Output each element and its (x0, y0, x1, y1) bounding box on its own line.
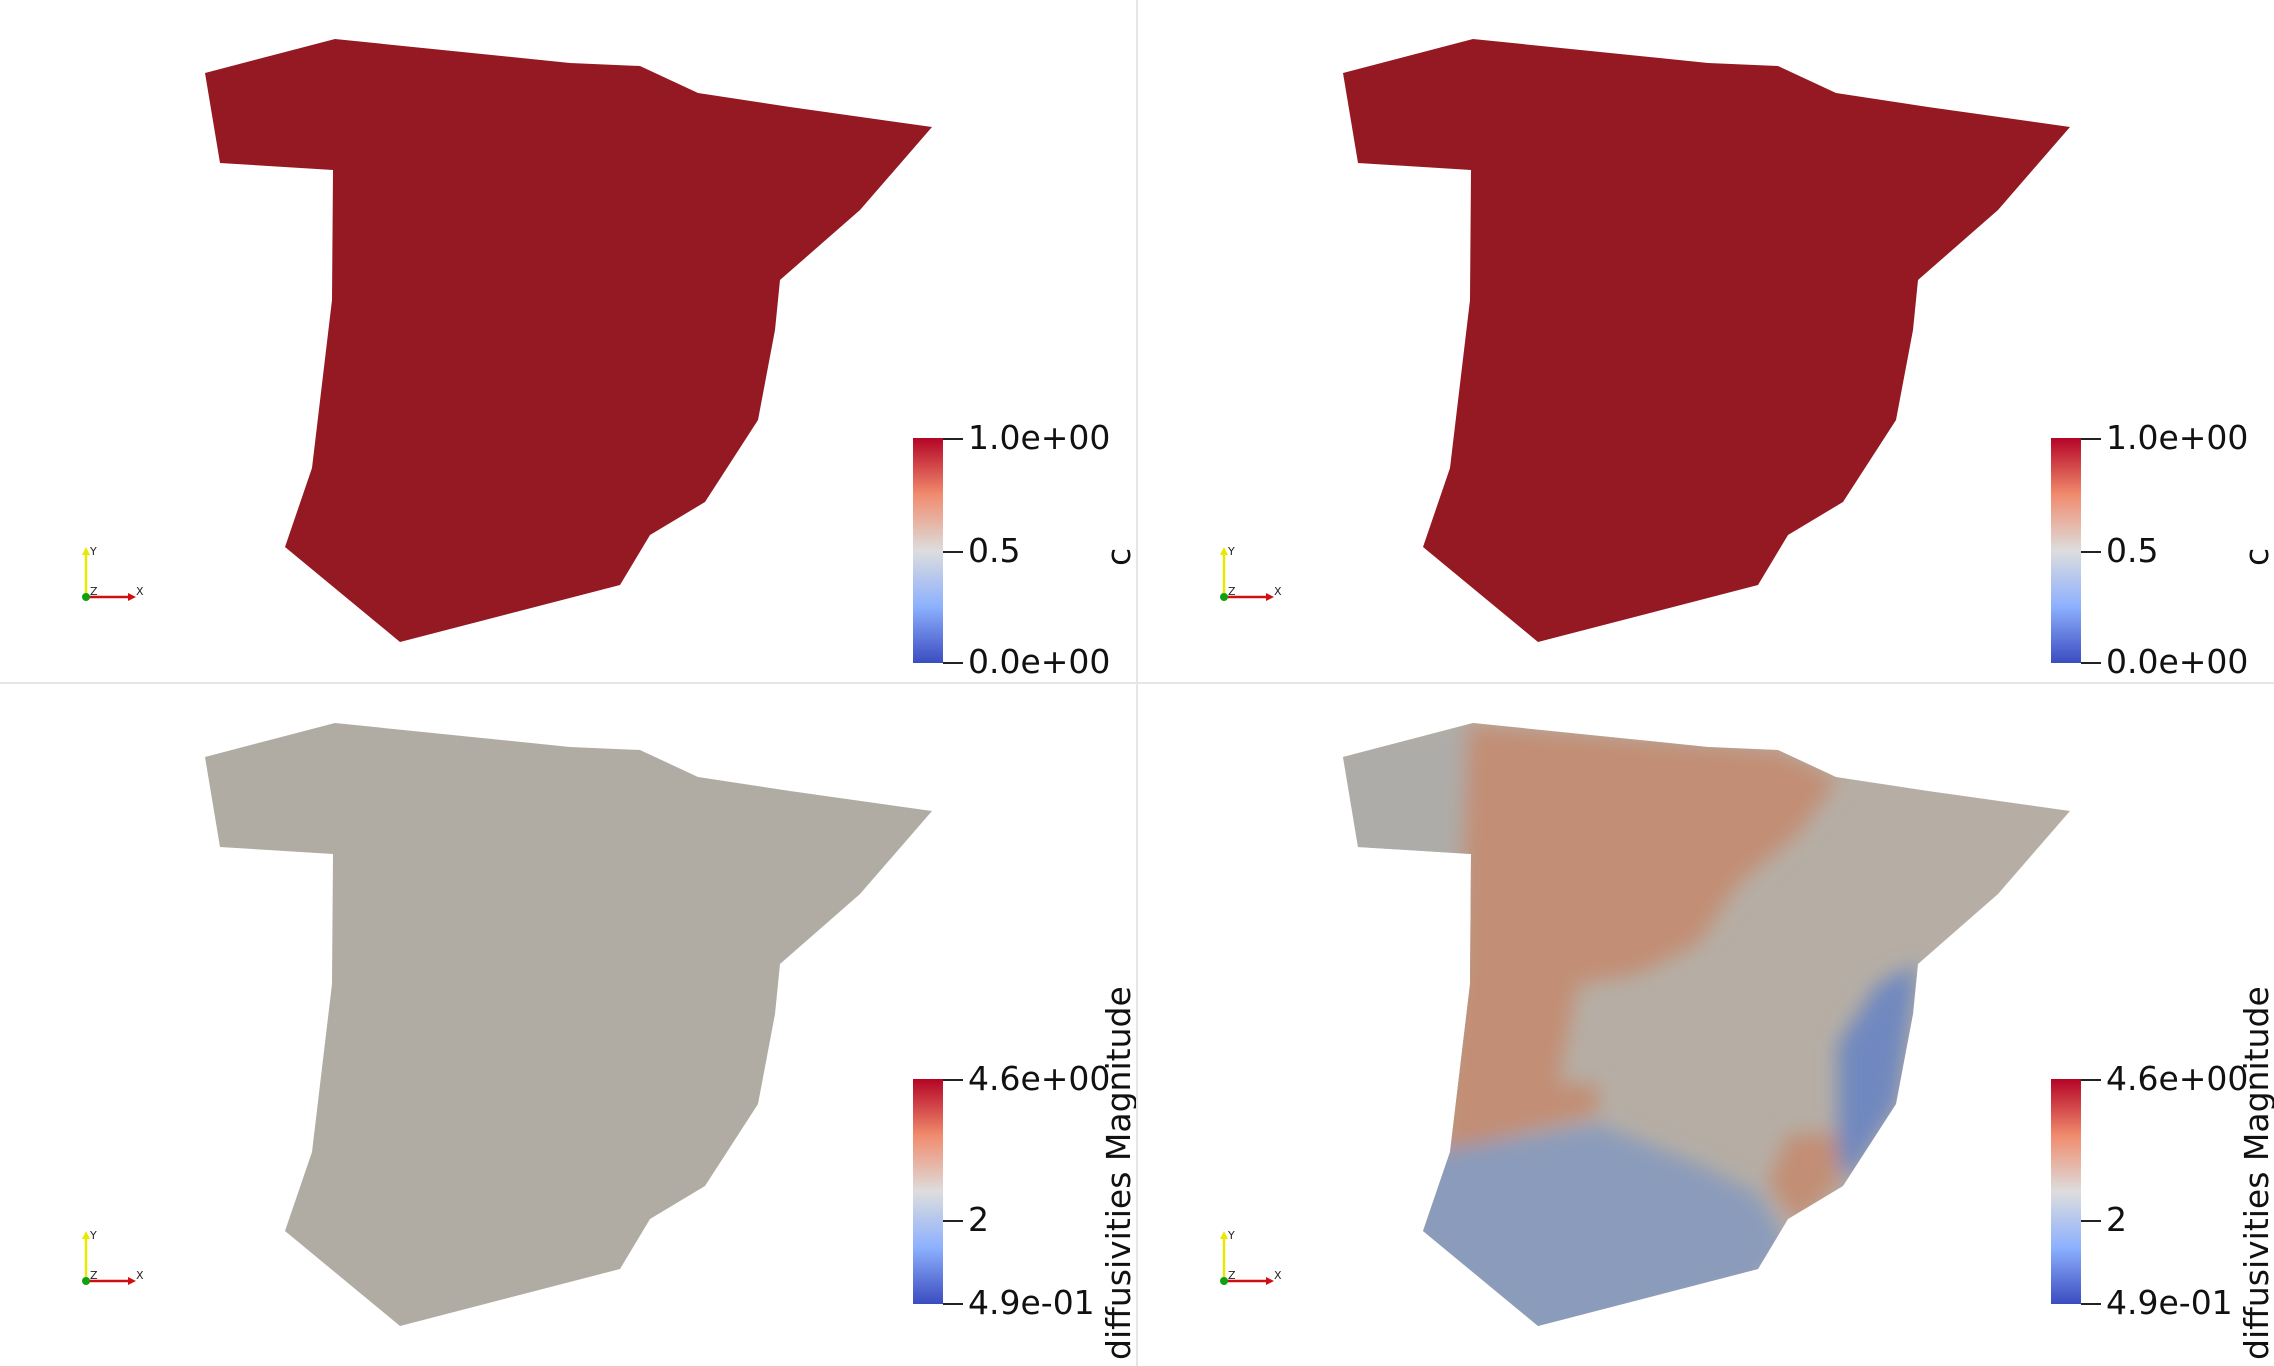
region-shape (1343, 39, 2070, 642)
axis-x-label: X (136, 585, 144, 598)
region-mid-diffusivity (1343, 724, 1468, 1154)
colorbar-max-label: 4.6e+00 (968, 1059, 1111, 1098)
render-view-bottom-right[interactable]: Y X Z 4.6e+00 2 4.9e-01 diffusivities Ma… (1138, 684, 2274, 1366)
render-view-top-left[interactable]: Y X Z 1.0e+00 0.5 0.0e+00 c (0, 0, 1136, 682)
colorbar-tick-max (2081, 438, 2101, 440)
colorbar-scale (913, 438, 943, 663)
orientation-axes: Y X Z (1210, 1229, 1290, 1299)
colorbar-min-label: 4.9e-01 (968, 1283, 1095, 1322)
colorbar-tick-max (2081, 1079, 2101, 1081)
colorbar-scale (913, 1079, 943, 1304)
colorbar-max-label: 1.0e+00 (968, 418, 1111, 457)
colorbar-scale (2051, 1079, 2081, 1304)
axis-z-label: Z (1228, 585, 1236, 598)
colorbar-tick-mid (943, 1220, 963, 1222)
colorbar-mid-label: 2 (2106, 1200, 2127, 1239)
colorbar-tick-min (2081, 1303, 2101, 1305)
axis-y-label: Y (89, 545, 97, 558)
colorbar-tick-min (943, 662, 963, 664)
axis-z-label: Z (1228, 1269, 1236, 1282)
axis-z-label: Z (90, 585, 98, 598)
orientation-axes: Y X Z (72, 1229, 152, 1299)
spain-mesh-surface[interactable] (0, 0, 1136, 682)
colorbar-min-label: 0.0e+00 (2106, 642, 2249, 681)
colorbar-mid-label: 0.5 (968, 531, 1021, 570)
orientation-axes: Y X Z (1210, 545, 1290, 615)
colorbar-title: c (1099, 547, 1136, 566)
axis-x-label: X (136, 1269, 144, 1282)
axis-y-label: Y (1227, 545, 1235, 558)
region-shape (205, 723, 932, 1326)
view-divider-horizontal[interactable] (0, 682, 2274, 684)
region-shape (205, 39, 932, 642)
axis-x-label: X (1274, 1269, 1282, 1282)
orientation-axes: Y X Z (72, 545, 152, 615)
colorbar-tick-max (943, 438, 963, 440)
region-high-diffusivity (1438, 724, 1838, 1154)
colorbar-title: diffusivities Magnitude (2237, 986, 2274, 1360)
colorbar-title: diffusivities Magnitude (1099, 986, 1136, 1360)
axis-y-label: Y (89, 1229, 97, 1242)
colorbar-tick-mid (2081, 1220, 2101, 1222)
render-view-bottom-left[interactable]: Y X Z 4.6e+00 2 4.9e-01 diffusivities Ma… (0, 684, 1136, 1366)
spain-mesh-surface[interactable] (1138, 684, 2274, 1366)
axis-y-label: Y (1227, 1229, 1235, 1242)
colorbar-mid-label: 0.5 (2106, 531, 2159, 570)
axis-z-label: Z (90, 1269, 98, 1282)
colorbar-max-label: 1.0e+00 (2106, 418, 2249, 457)
render-view-top-right[interactable]: Y X Z 1.0e+00 0.5 0.0e+00 c (1138, 0, 2274, 682)
region-low-diffusivity-east (1838, 964, 1918, 1184)
spain-mesh-surface[interactable] (1138, 0, 2274, 682)
colorbar-scale (2051, 438, 2081, 663)
colorbar-max-label: 4.6e+00 (2106, 1059, 2249, 1098)
spain-mesh-surface[interactable] (0, 684, 1136, 1366)
colorbar-mid-label: 2 (968, 1200, 989, 1239)
colorbar-tick-min (2081, 662, 2101, 664)
colorbar-title: c (2237, 547, 2274, 566)
axis-x-label: X (1274, 585, 1282, 598)
colorbar-tick-max (943, 1079, 963, 1081)
colorbar-tick-mid (2081, 551, 2101, 553)
colorbar-tick-min (943, 1303, 963, 1305)
colorbar-min-label: 0.0e+00 (968, 642, 1111, 681)
colorbar-tick-mid (943, 551, 963, 553)
colorbar-min-label: 4.9e-01 (2106, 1283, 2233, 1322)
